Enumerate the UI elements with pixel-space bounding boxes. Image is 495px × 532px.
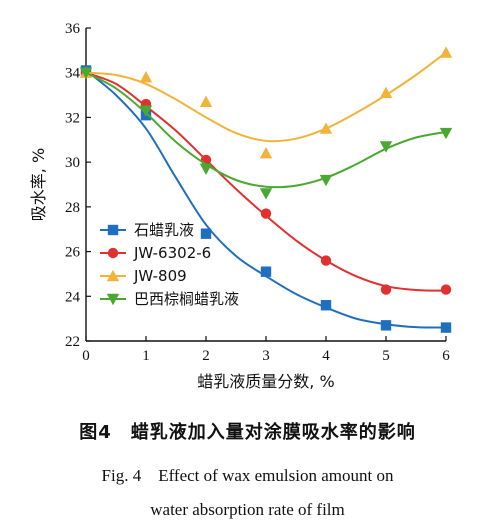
legend-marker-2	[107, 247, 119, 259]
data-point-series-3	[139, 70, 153, 83]
data-point-series-3	[319, 122, 333, 134]
x-axis-label: 蜡乳液质量分数, %	[197, 372, 334, 391]
legend-marker-3	[106, 269, 120, 282]
y-tick-label: 22	[65, 334, 80, 350]
y-tick-label: 32	[65, 110, 80, 126]
legend-marker-4	[106, 293, 120, 306]
legend-label-4: 巴西棕榈蜡乳液	[134, 290, 239, 308]
data-point-series-4	[319, 174, 333, 187]
data-point-series-3	[439, 46, 453, 58]
chart-figure: 0 1 2 3 4 5 6 22 24 26 28 30 32 34 36 蜡乳液质量分数, % 吸水率, % 石…	[29, 21, 453, 391]
y-tick-label: 30	[65, 155, 80, 171]
data-point-series-2	[380, 284, 392, 295]
data-point-series-2	[440, 284, 452, 295]
legend-label-2: JW-6302-6	[133, 244, 211, 262]
data-point-series-3	[259, 147, 273, 159]
data-point-series-1	[320, 300, 332, 311]
data-point-series-4	[199, 163, 213, 176]
y-tick-label: 26	[65, 245, 81, 261]
legend-label-1: 石蜡乳液	[134, 221, 194, 239]
y-tick-label: 24	[65, 289, 81, 305]
x-tick-label: 1	[142, 348, 150, 364]
y-tick-label: 28	[65, 200, 80, 216]
x-tick-label: 3	[262, 348, 270, 364]
caption-english-line2: water absorption rate of film	[150, 500, 345, 519]
data-point-series-3	[379, 86, 393, 99]
x-tick-label: 6	[442, 348, 450, 364]
y-tick-label: 34	[65, 66, 81, 82]
data-point-series-1	[260, 266, 272, 277]
data-point-series-4	[259, 188, 273, 200]
x-tick-label: 2	[202, 348, 210, 364]
series-line-4	[85, 71, 447, 189]
x-tick-label: 5	[382, 348, 390, 364]
data-point-series-2	[260, 208, 272, 219]
x-tick-label: 4	[322, 348, 330, 364]
data-point-series-1	[380, 320, 392, 331]
data-point-series-4	[439, 127, 453, 140]
caption-english-line1: Fig. 4 Effect of wax emulsion amount on	[101, 466, 394, 485]
data-point-series-3	[199, 95, 213, 107]
x-tick-label: 0	[82, 348, 90, 364]
legend-marker-1	[107, 224, 119, 236]
y-tick-label: 36	[65, 21, 81, 37]
data-point-series-2	[320, 255, 332, 266]
data-point-series-1	[440, 322, 452, 333]
data-point-series-1	[200, 228, 212, 239]
caption-chinese: 图4 蜡乳液加入量对涂膜吸水率的影响	[79, 422, 416, 443]
y-axis-label: 吸水率, %	[29, 148, 48, 221]
data-point-series-4	[139, 105, 153, 117]
series-line-3	[85, 51, 447, 143]
data-point-series-4	[79, 67, 93, 79]
legend-label-3: JW-809	[133, 267, 187, 285]
data-point-series-4	[379, 141, 393, 153]
